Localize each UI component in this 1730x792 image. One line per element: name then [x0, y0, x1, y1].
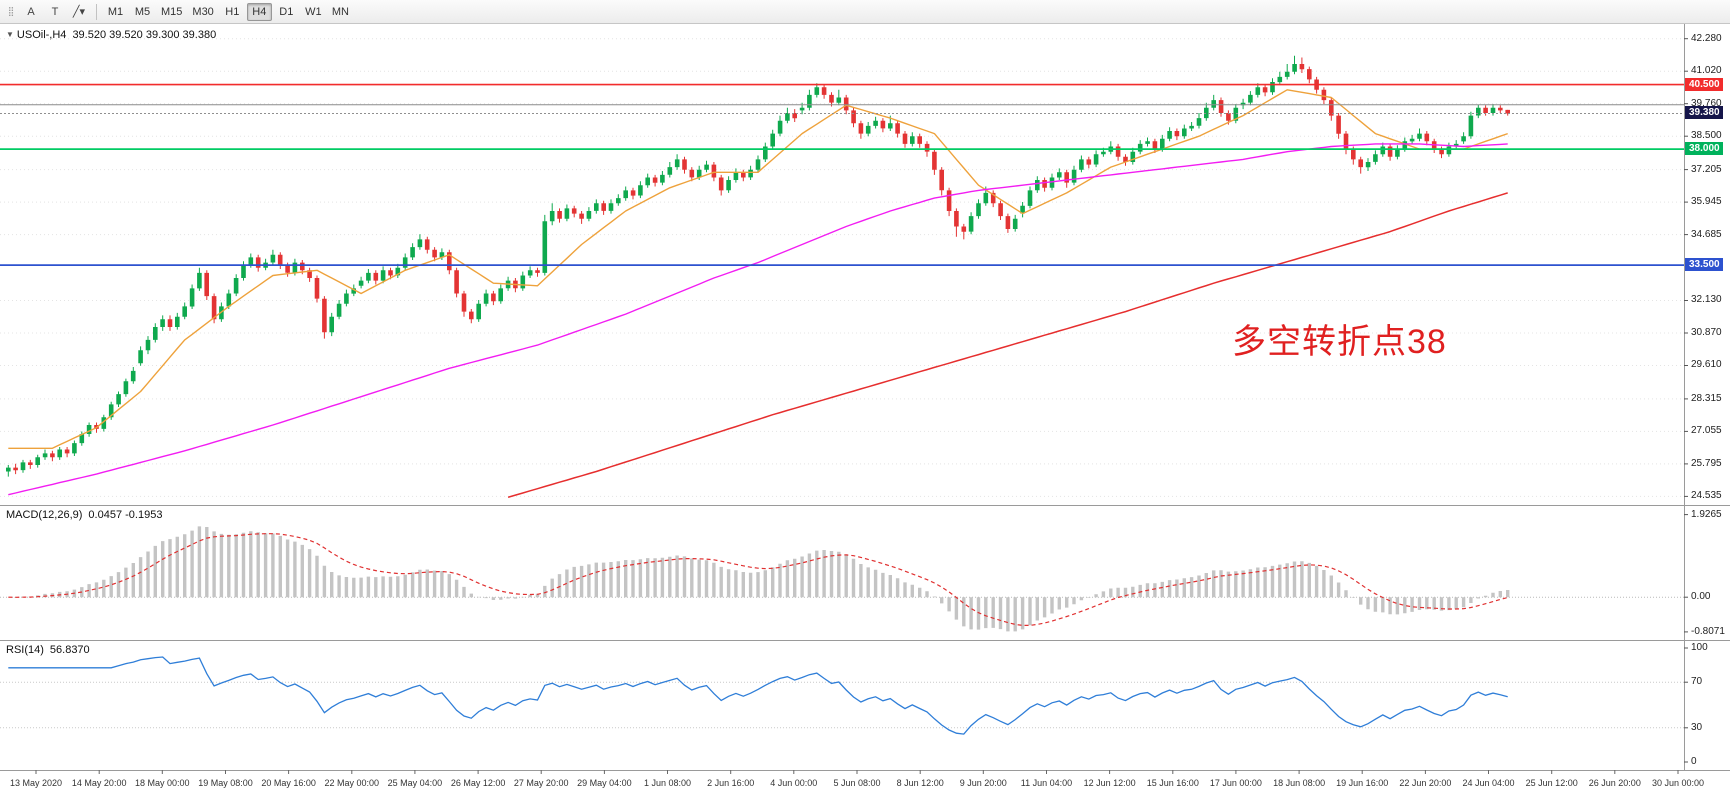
ma-mid-magenta-line: [8, 143, 1508, 496]
timeframe-h4-button[interactable]: H4: [246, 2, 272, 21]
price-axis-label: 25.795: [1691, 457, 1722, 469]
price-axis-label: 34.685: [1691, 228, 1722, 240]
price-tag-39.380: 39.380: [1685, 106, 1723, 120]
rsi-name: RSI(14): [6, 644, 44, 656]
price-axis-label: 38.500: [1691, 130, 1722, 142]
rsi-line: [8, 656, 1508, 735]
rsi-axis-label: 0: [1691, 756, 1697, 767]
time-axis-label: 18 May 00:00: [135, 778, 190, 788]
price-axis-label: 39.760: [1691, 97, 1722, 109]
time-axis-label: 17 Jun 00:00: [1209, 778, 1262, 788]
timeframe-mn-button[interactable]: MN: [328, 3, 353, 21]
time-axis-label: 30 Jun 00:00: [1651, 778, 1705, 788]
bear-candle-bodies: [13, 64, 1510, 471]
time-axis-label: 26 Jun 20:00: [1588, 778, 1641, 788]
line-studies-dropdown-icon[interactable]: ╱▾: [72, 6, 86, 18]
text-tool-t-icon[interactable]: T: [51, 5, 59, 18]
time-axis-label: 25 May 04:00: [387, 778, 443, 788]
time-axis-label: 26 May 12:00: [450, 778, 506, 788]
time-axis-label: 19 May 08:00: [198, 778, 253, 788]
price-axis-label: 28.315: [1691, 392, 1722, 404]
time-axis-label: 13 May 2020: [9, 778, 63, 788]
chart-title: ▼ USOil-,H4 39.520 39.520 39.300 39.380: [6, 29, 216, 41]
ohlc-toggle-icon[interactable]: ▼: [6, 30, 14, 39]
time-axis-label: 29 May 04:00: [577, 778, 632, 788]
time-axis-label: 14 May 20:00: [71, 778, 127, 788]
macd-axis-label: 0.00: [1691, 591, 1711, 603]
timeframe-m30-button[interactable]: M30: [188, 3, 217, 21]
macd-signal-line: [8, 533, 1508, 626]
time-axis-label: 27 May 20:00: [513, 778, 569, 788]
rsi-indicator-label: RSI(14) 56.8370: [6, 644, 90, 656]
time-axis-label: 24 Jun 04:00: [1462, 778, 1515, 788]
rsi-axis-label: 70: [1691, 676, 1703, 688]
rsi-axis-label: 30: [1691, 721, 1703, 733]
macd-values: 0.0457 -0.1953: [88, 509, 163, 521]
time-axis-label: 15 Jun 16:00: [1146, 778, 1199, 788]
time-axis-label: 11 Jun 04:00: [1020, 778, 1073, 788]
chinese-annotation-text: 多空转折点38: [1232, 323, 1447, 361]
time-axis-label: 2 Jun 16:00: [707, 778, 755, 788]
annotate-arrow-a-icon[interactable]: A: [27, 5, 35, 18]
time-axis-label: 1 Jun 08:00: [643, 778, 692, 788]
ma-slow-red-line: [507, 192, 1508, 499]
price-tag-38.000: 38.000: [1685, 142, 1723, 156]
price-axis-label: 24.535: [1691, 490, 1722, 502]
time-axis-label: 18 Jun 08:00: [1273, 778, 1326, 788]
time-axis-label: 12 Jun 12:00: [1083, 778, 1136, 788]
time-axis-label: 20 May 16:00: [261, 778, 316, 788]
price-axis-label: 29.610: [1691, 359, 1722, 371]
time-axis-label: 5 Jun 08:00: [833, 778, 881, 788]
price-tag-33.500: 33.500: [1685, 258, 1723, 272]
timeframe-h1-button[interactable]: H1: [220, 3, 245, 21]
toolbar-separator: [96, 3, 97, 20]
rsi-axis-label: 100: [1691, 642, 1708, 653]
price-tag-40.500: 40.500: [1685, 77, 1723, 91]
macd-indicator-label: MACD(12,26,9) 0.0457 -0.1953: [6, 509, 162, 521]
timeframe-m5-button[interactable]: M5: [130, 3, 155, 21]
time-axis-label: 19 Jun 16:00: [1336, 778, 1389, 788]
timeframe-m15-button[interactable]: M15: [157, 3, 186, 21]
macd-axis-label: -0.8071: [1691, 625, 1725, 637]
time-axis-label: 22 Jun 20:00: [1399, 778, 1452, 788]
price-axis-label: 37.205: [1691, 163, 1722, 175]
time-axis-label: 8 Jun 12:00: [896, 778, 944, 788]
time-axis-label: 22 May 00:00: [324, 778, 380, 788]
timeframe-m1-button[interactable]: M1: [103, 3, 128, 21]
bull-candle-bodies: [6, 64, 1496, 472]
rsi-value: 56.8370: [49, 644, 90, 656]
price-axis-label: 32.130: [1691, 294, 1722, 306]
price-axis-label: 30.870: [1691, 326, 1722, 338]
price-axis-label: 35.945: [1691, 196, 1722, 208]
symbol-period-label: USOil-,H4: [16, 29, 67, 41]
price-axis-label: 41.020: [1691, 65, 1722, 77]
timeframe-d1-button[interactable]: D1: [274, 3, 299, 21]
toolbar: ⣿ A T ╱▾ M1 M5 M15 M30 H1 H4 D1 W1 MN: [0, 0, 1730, 24]
macd-axis-label: 1.9265: [1691, 508, 1722, 520]
price-axis-label: 42.280: [1691, 32, 1722, 44]
macd-name: MACD(12,26,9): [6, 509, 83, 521]
macd-histogram: [13, 526, 1510, 632]
ma-fast-orange-line: [8, 89, 1508, 449]
ohlc-values: 39.520 39.520 39.300 39.380: [72, 29, 217, 41]
time-axis-label: 4 Jun 00:00: [770, 778, 818, 788]
time-axis-label: 9 Jun 20:00: [959, 778, 1007, 788]
price-axis-label: 27.055: [1691, 425, 1722, 437]
toolbar-grip-icon[interactable]: ⣿: [7, 6, 15, 16]
time-axis-label: 25 Jun 12:00: [1525, 778, 1578, 788]
timeframe-w1-button[interactable]: W1: [301, 3, 326, 21]
